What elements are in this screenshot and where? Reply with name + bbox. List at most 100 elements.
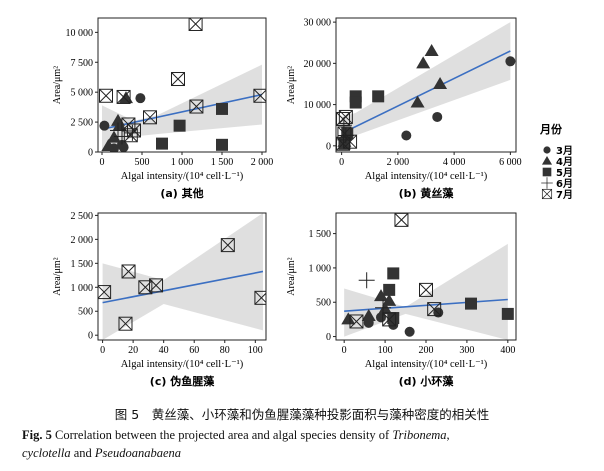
y-tick-label: 1 500 [309,229,332,240]
point-xbox-1 [118,316,133,331]
y-tick-label: 500 [316,298,331,309]
legend-title: 月份 [539,122,563,136]
x-tick-label: 100 [378,345,393,356]
legend-marker-triangle [541,155,553,165]
caption-species-tribonema: Tribonema [392,428,447,442]
point-square-13 [216,138,228,151]
y-axis-label: Area/μm² [286,66,297,104]
point-plus-3 [541,177,553,189]
point-circle-0 [543,146,551,154]
caption-species-cyclotella: cyclotella [22,446,71,460]
y-axis-label: Area/μm² [286,257,297,295]
y-axis-label: Area/μm² [52,66,63,104]
y-tick-label: 2 500 [71,118,94,129]
y-tick-label: 2 000 [71,235,94,246]
x-tick-label: 1 000 [171,157,194,168]
point-xbox-0 [98,285,112,300]
confidence-band [102,64,262,152]
point-triangle-5 [341,312,356,325]
point-triangle-5 [101,139,116,152]
x-tick-label: 20 [128,345,138,356]
panel-label: (c) 伪鱼腥藻 [150,374,215,388]
point-triangle-7 [433,76,448,89]
point-xbox-24 [189,99,204,114]
x-tick-label: 2 000 [251,157,274,168]
point-triangle-6 [424,43,439,56]
point-xbox-21 [382,312,397,327]
point-square-11 [387,267,400,280]
x-tick-label: 40 [159,345,169,356]
point-square-10 [349,96,362,109]
point-triangle-7 [382,293,397,306]
point-plus-15 [358,272,375,289]
x-tick-label: 60 [189,345,199,356]
point-square-14 [387,312,400,325]
y-tick-label: 1 500 [71,259,94,270]
legend-label: 6月 [556,178,573,190]
x-tick-label: 300 [459,345,474,356]
x-tick-label: 0 [100,345,105,356]
legend-marker-xbox [541,188,553,200]
point-xbox-25 [188,18,203,31]
y-tick-label: 0 [326,332,331,343]
point-triangle-8 [112,118,127,131]
panel-label: (b) 黄丝藻 [399,186,455,200]
plot-frame [335,17,517,153]
point-square-10 [156,137,168,150]
panel-label: (a) 其他 [160,186,203,200]
plot-area [99,18,266,152]
point-xbox-17 [394,213,409,227]
panel-label: (d) 小环藻 [399,374,455,388]
confidence-band [341,22,511,148]
point-triangle-4 [416,56,431,69]
point-xbox-5 [220,238,235,253]
x-tick-label: 0 [339,157,344,168]
y-tick-label: 30 000 [304,18,332,29]
x-axis-label: Algal intensity/(10⁴ cell·L⁻¹) [365,359,488,370]
legend-label: 3月 [556,145,573,157]
point-circle-2 [505,56,516,67]
x-axis-label: Algal intensity/(10⁴ cell·L⁻¹) [365,171,488,182]
point-square-11 [372,90,385,103]
point-circle-4 [135,93,146,104]
regression-line [344,298,508,312]
point-xbox-2 [121,264,136,279]
panel-a: 0 500 1 000 1 500 2 000 0 2 500 5 000 7 500 10 00… [52,17,273,200]
x-tick-label: 1 500 [211,157,234,168]
point-square-13 [338,137,351,150]
y-tick-label: 1 000 [71,283,94,294]
point-xbox-21 [123,128,138,143]
point-xbox-23 [171,72,185,87]
x-tick-label: 2 000 [387,157,410,168]
legend-marker-plus [541,177,553,189]
point-square-12 [216,102,228,115]
point-triangle-1 [541,155,553,165]
x-tick-label: 80 [220,345,230,356]
point-circle-0 [99,120,110,131]
point-circle-0 [401,130,412,141]
x-tick-label: 400 [500,345,515,356]
y-tick-label: 0 [326,141,331,152]
point-xbox-18 [116,89,131,104]
point-xbox-20 [349,314,364,329]
x-tick-label: 0 [100,157,105,168]
plot-area [341,213,514,340]
panel-b: 0 2 000 4 000 6 000 0 10 000 20 000 30 000 Algal… [286,17,522,200]
point-triangle-9 [119,91,133,104]
y-tick-label: 5 000 [71,88,94,99]
x-axis-label: Algal intensity/(10⁴ cell·L⁻¹) [121,359,244,370]
plot-area [336,22,516,151]
point-square-2 [542,167,552,177]
point-circle-1 [432,111,443,122]
point-square-12 [465,297,477,310]
point-xbox-19 [427,302,442,317]
caption-species-pseudoanabaena: Pseudoanabaena [94,446,182,460]
legend-label: 4月 [556,156,573,168]
caption-chinese: 图 5 黄丝藻、小环藻和伪鱼腥藻藻种投影面积与藻种密度的相关性 [114,407,490,422]
x-axis-label: Algal intensity/(10⁴ cell·L⁻¹) [121,171,244,182]
y-tick-label: 0 [88,331,93,342]
point-triangle-5 [410,95,425,108]
point-xbox-22 [143,110,157,125]
